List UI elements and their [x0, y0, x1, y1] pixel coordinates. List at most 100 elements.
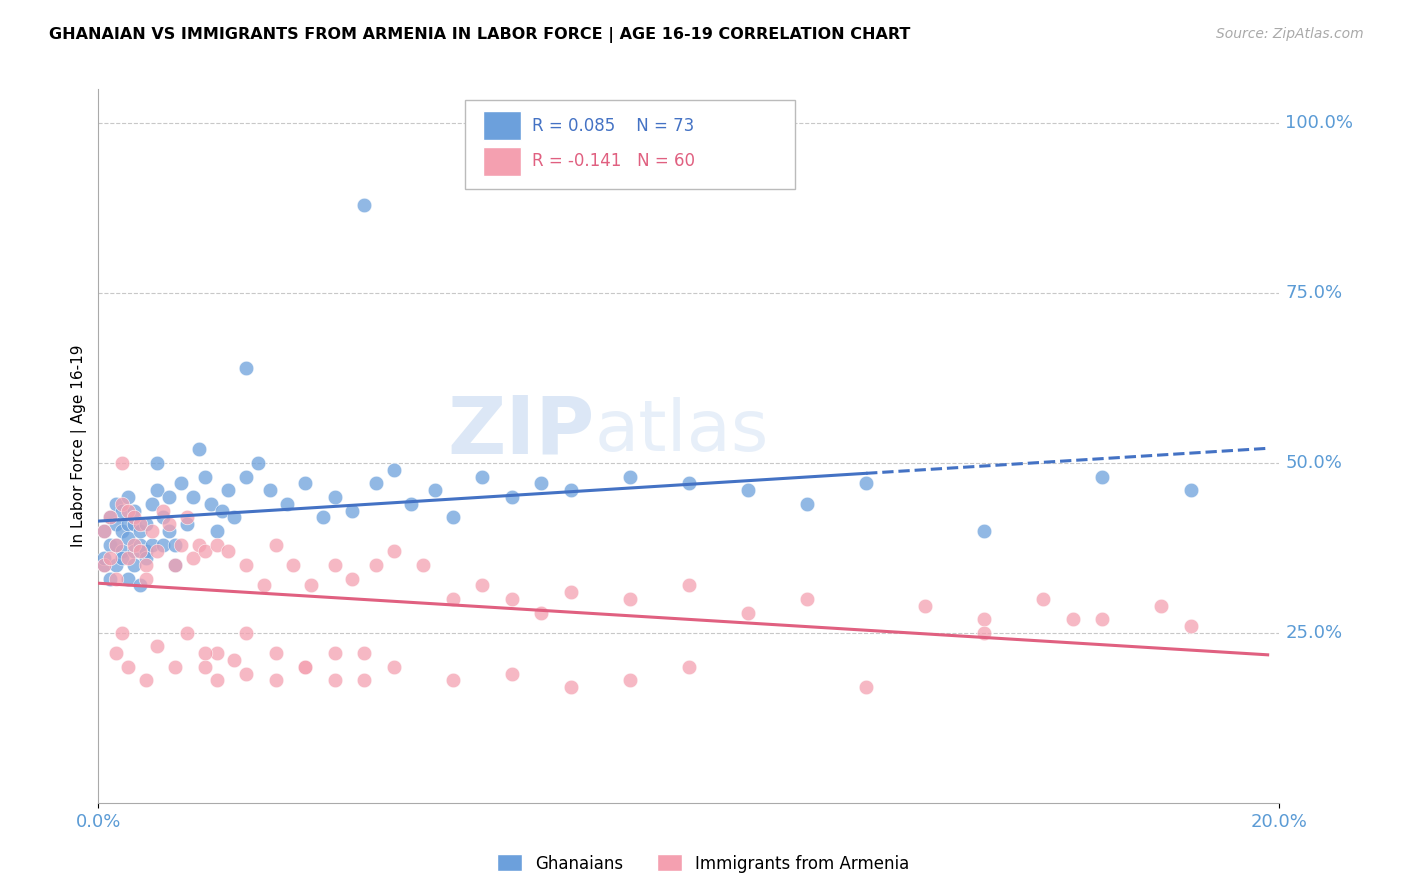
- Point: [205, 524, 228, 538]
- Point: [122, 537, 145, 551]
- Point: [117, 503, 139, 517]
- Point: [323, 490, 346, 504]
- Point: [170, 476, 193, 491]
- Point: [117, 531, 139, 545]
- Point: [146, 483, 169, 498]
- Point: [619, 673, 641, 688]
- Point: [619, 469, 641, 483]
- Point: [737, 606, 759, 620]
- Point: [342, 572, 364, 586]
- Point: [105, 572, 128, 586]
- Point: [111, 626, 134, 640]
- Y-axis label: In Labor Force | Age 16-19: In Labor Force | Age 16-19: [72, 344, 87, 548]
- Point: [560, 483, 582, 498]
- Point: [105, 558, 128, 572]
- Point: [194, 646, 217, 660]
- Point: [135, 551, 157, 566]
- Point: [560, 585, 582, 599]
- Point: [122, 517, 145, 532]
- Point: [111, 456, 134, 470]
- Point: [187, 537, 209, 551]
- Point: [342, 503, 364, 517]
- Point: [205, 537, 228, 551]
- Point: [412, 558, 434, 572]
- Point: [93, 558, 115, 572]
- Text: GHANAIAN VS IMMIGRANTS FROM ARMENIA IN LABOR FORCE | AGE 16-19 CORRELATION CHART: GHANAIAN VS IMMIGRANTS FROM ARMENIA IN L…: [49, 27, 911, 43]
- Text: 75.0%: 75.0%: [1285, 284, 1343, 302]
- Point: [111, 503, 134, 517]
- Point: [111, 497, 134, 511]
- Point: [98, 510, 121, 524]
- Point: [224, 653, 246, 667]
- Point: [471, 469, 494, 483]
- Point: [264, 537, 287, 551]
- Point: [135, 673, 157, 688]
- Point: [283, 558, 305, 572]
- Point: [1180, 619, 1202, 633]
- Point: [152, 537, 174, 551]
- Point: [530, 476, 553, 491]
- Point: [299, 578, 322, 592]
- Point: [141, 537, 163, 551]
- Point: [253, 578, 276, 592]
- Text: R = -0.141   N = 60: R = -0.141 N = 60: [531, 153, 695, 170]
- Point: [152, 510, 174, 524]
- Point: [105, 537, 128, 551]
- Point: [194, 469, 217, 483]
- Point: [111, 551, 134, 566]
- Point: [678, 578, 700, 592]
- Point: [353, 673, 375, 688]
- Point: [217, 544, 239, 558]
- Point: [530, 606, 553, 620]
- Point: [152, 503, 174, 517]
- Point: [678, 476, 700, 491]
- Point: [1150, 599, 1173, 613]
- Point: [224, 510, 246, 524]
- Point: [235, 626, 257, 640]
- Point: [176, 510, 198, 524]
- Point: [194, 544, 217, 558]
- Point: [1180, 483, 1202, 498]
- Text: Source: ZipAtlas.com: Source: ZipAtlas.com: [1216, 27, 1364, 41]
- Point: [323, 673, 346, 688]
- Point: [111, 524, 134, 538]
- Point: [165, 537, 187, 551]
- Point: [181, 490, 204, 504]
- Point: [117, 660, 139, 674]
- Point: [146, 456, 169, 470]
- Point: [194, 660, 217, 674]
- Point: [323, 558, 346, 572]
- Point: [217, 483, 239, 498]
- Point: [855, 680, 877, 694]
- Point: [560, 680, 582, 694]
- Text: R = 0.085    N = 73: R = 0.085 N = 73: [531, 117, 695, 135]
- Point: [135, 517, 157, 532]
- Point: [441, 673, 464, 688]
- Point: [211, 503, 233, 517]
- Point: [471, 578, 494, 592]
- Point: [235, 469, 257, 483]
- Point: [135, 544, 157, 558]
- Point: [678, 660, 700, 674]
- Point: [157, 524, 180, 538]
- Text: ZIP: ZIP: [447, 392, 595, 471]
- Point: [146, 640, 169, 654]
- Point: [401, 497, 423, 511]
- Point: [181, 551, 204, 566]
- Point: [105, 537, 128, 551]
- Point: [98, 572, 121, 586]
- Point: [128, 544, 150, 558]
- Point: [259, 483, 281, 498]
- Point: [165, 660, 187, 674]
- Point: [122, 510, 145, 524]
- Point: [105, 497, 128, 511]
- Text: atlas: atlas: [595, 397, 769, 467]
- Point: [117, 572, 139, 586]
- Point: [501, 666, 523, 681]
- Point: [353, 646, 375, 660]
- Text: 25.0%: 25.0%: [1285, 624, 1343, 642]
- Point: [141, 497, 163, 511]
- Point: [914, 599, 936, 613]
- Point: [855, 476, 877, 491]
- Point: [294, 476, 316, 491]
